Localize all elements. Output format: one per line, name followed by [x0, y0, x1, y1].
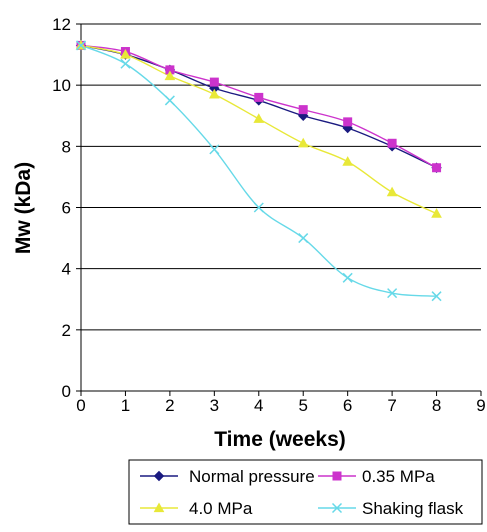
x-tick-label: 8 — [432, 396, 441, 415]
y-tick-label: 2 — [62, 321, 71, 340]
legend-item-normal-pressure: Normal pressure — [140, 467, 315, 486]
legend-label: Normal pressure — [189, 467, 315, 486]
legend-label: 4.0 MPa — [189, 499, 253, 518]
data-point-shaking-flask — [120, 58, 131, 69]
legend-label: 0.35 MPa — [362, 467, 435, 486]
data-point-shaking-flask — [209, 144, 220, 155]
y-tick-label: 6 — [62, 199, 71, 218]
legend-marker — [331, 502, 343, 514]
data-point-shaking-flask-stroke — [209, 144, 220, 155]
x-axis-label: Time (weeks) — [214, 428, 346, 451]
data-point-shaking-flask-stroke — [253, 202, 264, 213]
legend-marker — [153, 502, 165, 513]
y-tick-label: 0 — [62, 382, 71, 401]
data-point-4-0-mpa — [253, 113, 265, 123]
data-point-4-0-mpa — [342, 156, 354, 166]
data-point-shaking-flask-stroke — [298, 233, 309, 244]
data-point-4-0-mpa — [208, 88, 220, 99]
data-point-shaking-flask — [253, 202, 264, 213]
data-point-0-35-mpa — [432, 163, 442, 173]
legend-marker-stroke — [331, 502, 343, 514]
y-tick-label: 12 — [52, 15, 71, 34]
data-point-shaking-flask-stroke — [431, 291, 442, 302]
x-tick-label: 3 — [210, 396, 219, 415]
y-axis-label: Mw (kDa) — [12, 162, 35, 254]
data-point-shaking-flask-stroke — [387, 288, 398, 299]
gridlines — [81, 23, 481, 331]
legend-box — [128, 459, 483, 525]
data-point-shaking-flask — [342, 272, 353, 283]
data-point-shaking-flask — [75, 40, 87, 51]
y-tick-label: 8 — [62, 137, 71, 156]
series-line-0-35-mpa — [80, 44, 437, 169]
data-point-4-0-mpa — [120, 49, 131, 59]
data-point-0-35-mpa — [298, 105, 308, 115]
series-markers — [75, 39, 442, 302]
data-point-4-0-mpa — [297, 137, 309, 148]
data-point-shaking-flask — [431, 291, 442, 302]
data-point-0-35-mpa — [343, 117, 353, 127]
legend-label: Shaking flask — [362, 499, 464, 518]
series-lines — [80, 44, 437, 297]
data-point-shaking-flask — [387, 288, 398, 299]
data-point-4-0-mpa — [431, 208, 442, 218]
x-tick-label: 6 — [343, 396, 352, 415]
data-point-shaking-flask-stroke — [342, 272, 353, 283]
legend-item-4-0-mpa: 4.0 MPa — [140, 499, 253, 518]
x-tick-label: 1 — [121, 396, 130, 415]
y-tick-label: 4 — [62, 260, 71, 279]
axes — [76, 23, 482, 396]
x-tick-label: 2 — [165, 396, 174, 415]
data-point-4-0-mpa — [164, 70, 176, 81]
data-point-shaking-flask — [164, 95, 175, 106]
legend-items: Normal pressure 0.35 MPa 4.0 MPa Shaking fl… — [140, 467, 464, 518]
legend-marker — [153, 470, 165, 482]
legend-item-0-35-mpa: 0.35 MPa — [318, 467, 435, 486]
data-point-shaking-flask-stroke — [75, 40, 87, 51]
data-point-shaking-flask-stroke — [164, 95, 175, 106]
data-point-0-35-mpa — [254, 92, 264, 102]
legend: Normal pressure 0.35 MPa 4.0 MPa Shaking fl… — [128, 459, 483, 525]
series-line-normal-pressure — [80, 44, 437, 169]
series-line-shaking-flask — [80, 44, 437, 297]
x-tick-label: 0 — [76, 396, 85, 415]
data-point-4-0-mpa — [386, 186, 398, 197]
data-point-0-35-mpa — [387, 138, 397, 148]
legend-marker — [332, 471, 342, 481]
data-point-shaking-flask-stroke — [120, 58, 131, 69]
data-point-0-35-mpa — [209, 77, 219, 87]
x-tick-label: 7 — [387, 396, 396, 415]
x-tick-label: 5 — [298, 396, 307, 415]
y-tick-label: 10 — [52, 76, 71, 95]
x-tick-label: 9 — [476, 396, 485, 415]
data-point-shaking-flask — [298, 233, 309, 244]
x-tick-label: 4 — [254, 396, 263, 415]
legend-item-shaking-flask: Shaking flask — [318, 499, 464, 518]
